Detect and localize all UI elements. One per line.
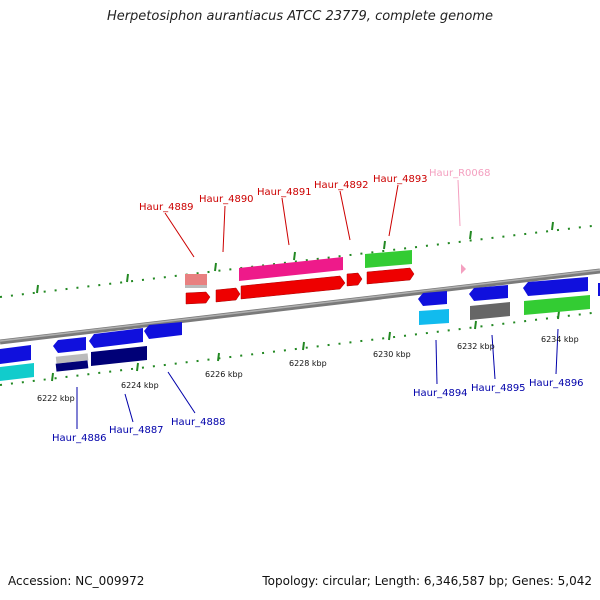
label-haur-4895[interactable]: Haur_4895 [471,383,526,394]
topology-summary: Topology: circular; Length: 6,346,587 bp… [262,574,592,588]
label-haur-4886[interactable]: Haur_4886 [52,433,107,444]
major-ticks [36,221,560,382]
accession-text: Accession: NC_009972 [8,574,145,588]
gene-haur-4893-feature[interactable] [365,250,412,268]
genome-backbone-highlight [0,269,600,342]
scale-label-6222: 6222 kbp [37,394,75,403]
forward-genes [185,250,466,305]
scale-labels: 6222 kbp 6224 kbp 6226 kbp 6228 kbp 6230… [37,335,579,403]
scale-label-6228: 6228 kbp [289,359,327,368]
upper-tick-track [0,224,600,298]
lower-tick-track [0,311,600,386]
scale-label-6230: 6230 kbp [373,350,411,359]
gene-haur-4895-feature[interactable] [470,302,510,320]
label-haur-4888[interactable]: Haur_4888 [171,417,226,428]
scale-label-6224: 6224 kbp [121,381,159,390]
gene-haur-4893-cds[interactable] [366,267,415,285]
gene-haur-4888-cds[interactable] [144,322,182,339]
gene-haur-4896-feature[interactable] [524,295,590,315]
map-title: Herpetosiphon aurantiacus ATCC 23779, co… [106,9,494,24]
label-haur-4890[interactable]: Haur_4890 [199,194,254,205]
label-haur-4896[interactable]: Haur_4896 [529,378,584,389]
label-haur-4891[interactable]: Haur_4891 [257,187,312,198]
gene-haur-4889-cds[interactable] [185,291,211,305]
reverse-genes [0,277,600,381]
gene-haur-4887-cds[interactable] [89,328,143,348]
callout-lines [76,179,559,429]
gene-haur-4895-cds[interactable] [469,285,508,301]
scale-label-6234: 6234 kbp [541,335,579,344]
gene-labels: Haur_4889 Haur_4890 Haur_4891 Haur_4892 … [52,168,584,444]
gene-haur-4891-cds[interactable] [240,275,346,300]
gene-haur-4894-cds[interactable] [418,291,447,306]
gene-haur-4891-feature[interactable] [239,257,343,281]
gene-haur-4887-feature[interactable] [91,346,147,366]
label-haur-4887[interactable]: Haur_4887 [109,425,164,436]
label-haur-4892[interactable]: Haur_4892 [314,180,369,191]
label-haur-4894[interactable]: Haur_4894 [413,388,468,399]
label-haur-4889[interactable]: Haur_4889 [139,202,194,213]
gene-haur-4886-cds[interactable] [53,337,86,353]
scale-label-6232: 6232 kbp [457,342,495,351]
scale-label-6226: 6226 kbp [205,370,243,379]
gene-haur-4890-cds[interactable] [215,287,241,303]
gene-haur-4889-feature[interactable] [185,274,207,288]
gene-haur-4892-cds[interactable] [346,272,363,287]
gene-haur-4894-feature[interactable] [419,309,449,325]
label-haur-r0068[interactable]: Haur_R0068 [429,168,491,179]
genome-backbone [0,268,600,345]
gene-haur-4886-feature[interactable] [55,353,89,364]
gene-haur-r0068[interactable] [461,264,466,274]
label-haur-4893[interactable]: Haur_4893 [373,174,428,185]
gene-haur-4896-cds[interactable] [523,277,588,296]
